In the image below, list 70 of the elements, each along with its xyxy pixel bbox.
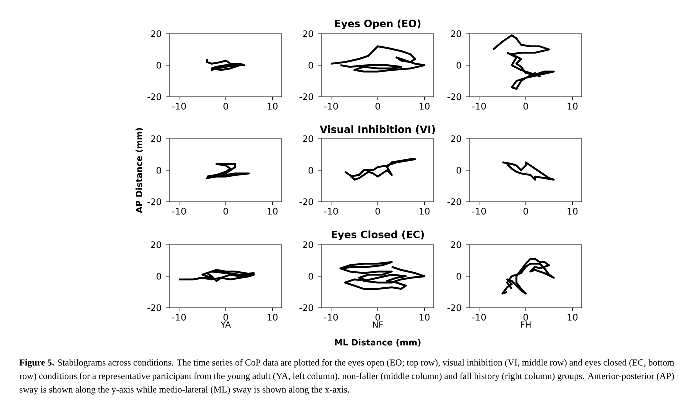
x-tick-label: 0 [376, 208, 380, 215]
y-tick-label: 0 [456, 62, 462, 69]
y-tick-label: 20 [151, 136, 162, 142]
y-tick-label: 0 [308, 273, 314, 280]
chart-title: Eyes Open (EO) [335, 20, 421, 30]
x-axis-title: FH [521, 322, 531, 328]
line-series [502, 258, 555, 295]
x-tick-label: 10 [268, 208, 278, 215]
y-tick-label: 20 [451, 242, 462, 248]
y-tick-label: -20 [448, 94, 462, 100]
chart-title: Eyes Closed (EC) [332, 230, 424, 240]
x-tick-label: 10 [268, 103, 278, 110]
x-tick-label: 10 [420, 103, 430, 110]
x-tick-label: 0 [524, 208, 528, 215]
x-tick-label: 10 [268, 314, 278, 321]
y-tick-label: 20 [303, 242, 314, 248]
x-tick-label: 0 [376, 103, 380, 110]
y-tick-label: 20 [303, 30, 314, 38]
y-tick-label: -20 [148, 198, 162, 206]
y-tick-label: -20 [148, 304, 162, 312]
x-tick-label: 0 [376, 314, 380, 321]
line-series [344, 158, 416, 181]
x-tick-label: -10 [324, 314, 338, 321]
x-tick-label: 10 [420, 314, 430, 321]
line-series [206, 58, 246, 72]
x-tick-label: -10 [472, 208, 486, 215]
y-tick-label: -20 [148, 94, 162, 100]
y-tick-label: 0 [456, 167, 462, 174]
x-tick-label: 0 [224, 103, 228, 110]
line-series [340, 261, 426, 290]
x-axis-title: YA [220, 322, 232, 328]
y-tick-label: 20 [451, 136, 462, 142]
y-tick-label: -20 [300, 94, 314, 100]
x-tick-label: -10 [324, 208, 338, 215]
x-tick-label: -10 [172, 103, 186, 110]
x-tick-label: 10 [568, 103, 578, 110]
x-tick-label: 10 [568, 208, 578, 215]
x-tick-label: -10 [172, 314, 186, 321]
y-axis-title: AP Distance (mm) [136, 128, 144, 214]
x-tick-label: 0 [224, 208, 228, 215]
y-tick-label: 20 [151, 242, 162, 248]
x-tick-label: 0 [224, 314, 228, 321]
line-series [178, 269, 255, 282]
x-tick-label: -10 [324, 103, 338, 110]
x-axis-title: NF [373, 322, 384, 328]
y-tick-label: 0 [308, 167, 314, 174]
line-series [206, 163, 250, 180]
x-tick-label: -10 [472, 314, 486, 321]
x-tick-label: -10 [172, 208, 186, 215]
text: Figure 5. Stabilograms across conditions. The time series of CoP data are plotted for the eyes open (EO; top row), visual inhibition (VI, middle row) and eyes closed (EC, bottom row) conditions for a representative participant from the young adult (YA, left column), non-faller (middle column) and fall history (right column) groups. Anterior-posterior (AP) sway is shown along the y-axis while medio-lateral (ML) sway is shown along the x-axis. [20, 359, 674, 395]
y-tick-label: 0 [156, 62, 162, 69]
y-tick-label: 20 [303, 136, 314, 142]
y-tick-label: 20 [151, 30, 162, 38]
x-tick-label: 0 [524, 103, 528, 110]
line-series [502, 162, 555, 181]
x-tick-label: -10 [472, 103, 486, 110]
y-tick-label: -20 [300, 304, 314, 312]
y-tick-label: 0 [308, 62, 314, 69]
y-tick-label: -20 [448, 198, 462, 206]
chart-title: Visual Inhibition (VI) [320, 126, 436, 134]
y-tick-label: 20 [451, 30, 462, 38]
x-tick-label: 0 [524, 314, 528, 321]
y-tick-label: -20 [448, 304, 462, 312]
x-tick-label: 10 [568, 314, 578, 321]
y-tick-label: 0 [456, 273, 462, 280]
text: ML Distance (mm) [335, 339, 421, 347]
y-tick-label: -20 [300, 198, 314, 206]
y-tick-label: 0 [156, 167, 162, 174]
x-tick-label: 10 [420, 208, 430, 215]
y-tick-label: 0 [156, 273, 162, 280]
